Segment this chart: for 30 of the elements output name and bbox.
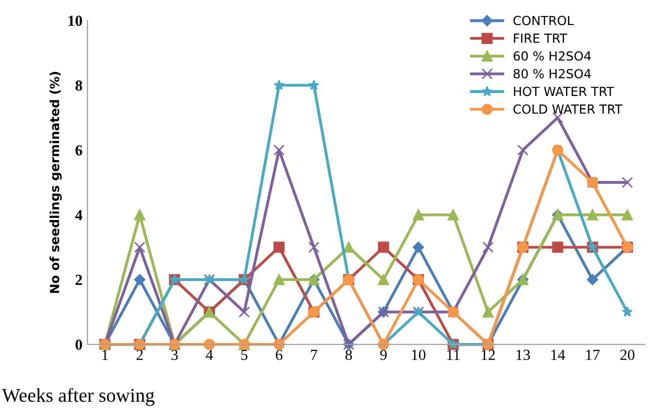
y-tick-label: 8 bbox=[75, 80, 82, 91]
x-tick-label: 7 bbox=[311, 350, 318, 360]
x-tick-label: 17 bbox=[586, 350, 600, 360]
x-tick-label: 12 bbox=[482, 350, 495, 360]
x-tick-label: 3 bbox=[171, 350, 178, 360]
y-axis-title: No of seedlings germinated (%) bbox=[50, 72, 62, 293]
y-tick-label: 6 bbox=[76, 145, 82, 156]
legend-label: 60 % H2SO4 bbox=[514, 51, 591, 61]
x-tick-label: 20 bbox=[620, 350, 634, 360]
x-tick-label: 10 bbox=[412, 350, 426, 360]
x-tick-label: 1 bbox=[102, 350, 108, 360]
x-tick-label: 9 bbox=[380, 350, 387, 360]
x-tick-label: 5 bbox=[241, 350, 248, 360]
y-tick-label: 4 bbox=[75, 210, 82, 220]
y-tick-label: 2 bbox=[76, 274, 82, 285]
legend-label: 80 % H2SO4 bbox=[514, 68, 591, 78]
x-tick-label: 6 bbox=[276, 350, 282, 360]
x-tick-label: 2 bbox=[136, 350, 143, 360]
legend-label: CONTROL bbox=[513, 16, 574, 26]
x-tick-label: 14 bbox=[551, 350, 566, 360]
x-axis-title: Weeks after sowing bbox=[2, 388, 154, 406]
y-tick-label: 0 bbox=[76, 340, 82, 350]
legend-label: COLD WATER TRT bbox=[513, 104, 622, 114]
x-tick-label: 8 bbox=[345, 350, 352, 360]
x-tick-label: 11 bbox=[447, 350, 460, 360]
x-tick-label: 4 bbox=[206, 350, 213, 360]
legend-label: HOT WATER TRT bbox=[514, 86, 614, 96]
y-tick-label: 10 bbox=[68, 16, 82, 26]
x-tick-label: 13 bbox=[516, 350, 530, 360]
legend-label: FIRE TRT bbox=[514, 34, 568, 43]
